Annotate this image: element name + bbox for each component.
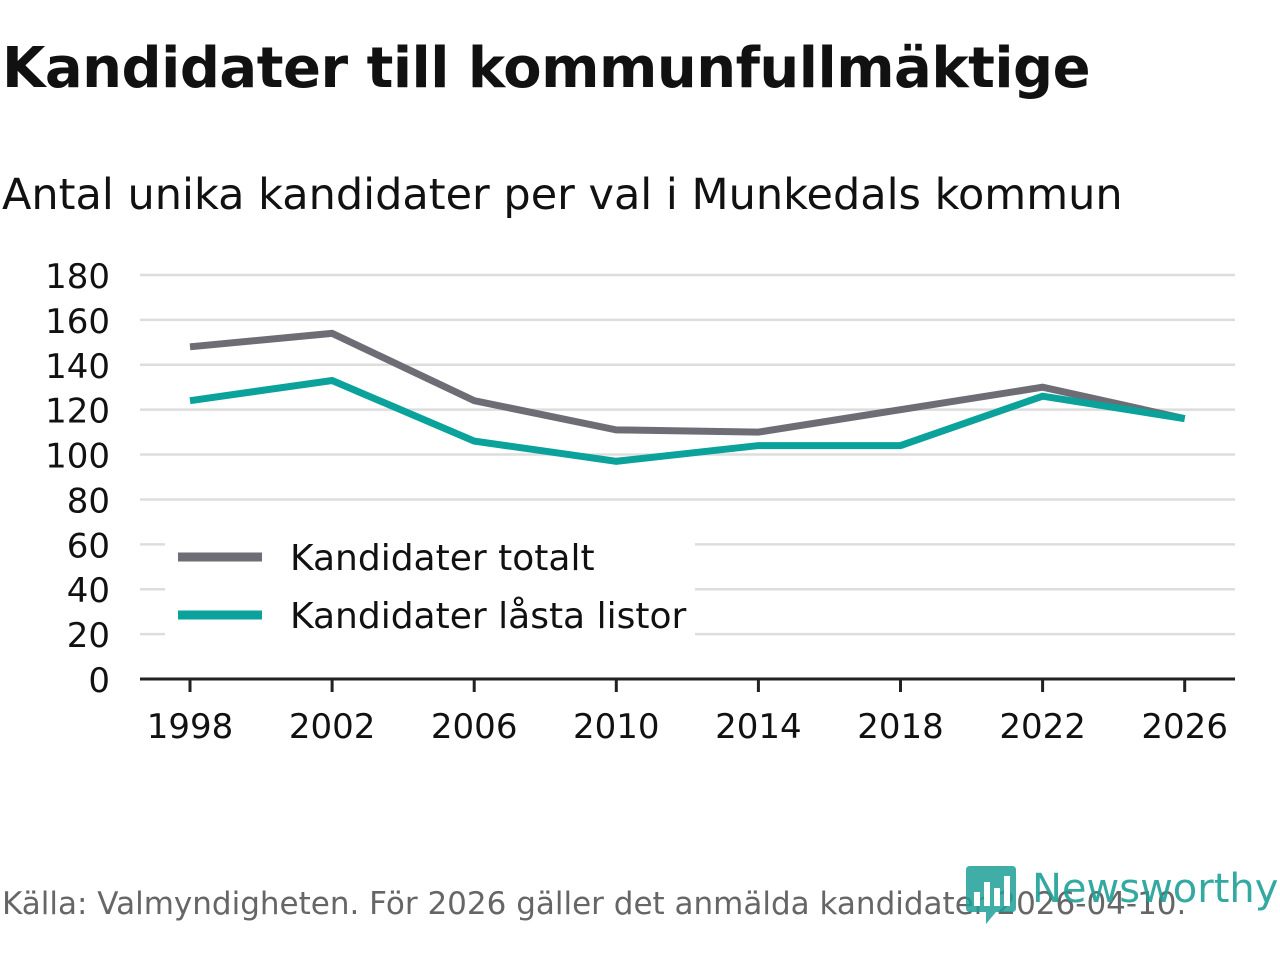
x-tick-label-2006: 2006 bbox=[431, 707, 518, 747]
x-tick-label-1998: 1998 bbox=[147, 707, 234, 747]
y-tick-label-100: 100 bbox=[45, 437, 110, 477]
newsworthy-logo: Newsworthy bbox=[964, 864, 1279, 928]
y-tick-label-80: 80 bbox=[67, 481, 110, 521]
logo-text: Newsworthy bbox=[1032, 866, 1279, 912]
y-tick-label-0: 0 bbox=[88, 661, 110, 701]
chart-title: Kandidater till kommunfullmäktige bbox=[2, 36, 1091, 101]
y-tick-label-120: 120 bbox=[45, 392, 110, 432]
x-tick-label-2018: 2018 bbox=[857, 707, 944, 747]
y-tick-label-40: 40 bbox=[67, 571, 110, 611]
x-tick-label-2022: 2022 bbox=[999, 707, 1086, 747]
y-tick-label-180: 180 bbox=[45, 257, 110, 297]
x-tick-label-2014: 2014 bbox=[715, 707, 802, 747]
y-tick-label-20: 20 bbox=[67, 616, 110, 656]
x-tick-label-2002: 2002 bbox=[289, 707, 376, 747]
x-tick-label-2026: 2026 bbox=[1141, 707, 1228, 747]
chart-subtitle: Antal unika kandidater per val i Munkeda… bbox=[2, 170, 1123, 220]
newsworthy-logo-icon bbox=[966, 866, 1016, 924]
y-tick-label-160: 160 bbox=[45, 302, 110, 342]
legend-label-lasta-listor: Kandidater låsta listor bbox=[290, 596, 686, 637]
y-tick-label-60: 60 bbox=[67, 526, 110, 566]
legend-label-totalt: Kandidater totalt bbox=[290, 538, 595, 579]
legend-background bbox=[165, 528, 695, 638]
y-tick-label-140: 140 bbox=[45, 347, 110, 387]
series-line-lasta-listor bbox=[189, 376, 1186, 465]
x-tick-label-2010: 2010 bbox=[573, 707, 660, 747]
series-line-totalt bbox=[189, 329, 1186, 436]
